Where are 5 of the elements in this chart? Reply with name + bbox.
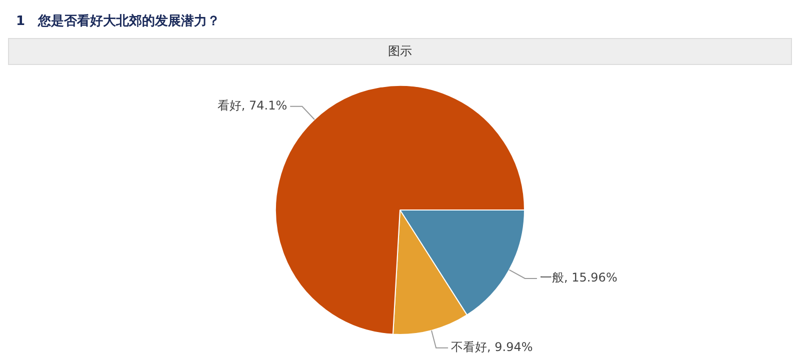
slice-label: 看好, 74.1% (217, 98, 288, 113)
slice-label: 一般, 15.96% (540, 270, 618, 285)
chart-title: 1 您是否看好大北郊的发展潜力？ (15, 12, 222, 31)
chart-subtitle: 图示 (8, 38, 792, 65)
slice-label: 不看好, 9.94% (451, 340, 533, 354)
